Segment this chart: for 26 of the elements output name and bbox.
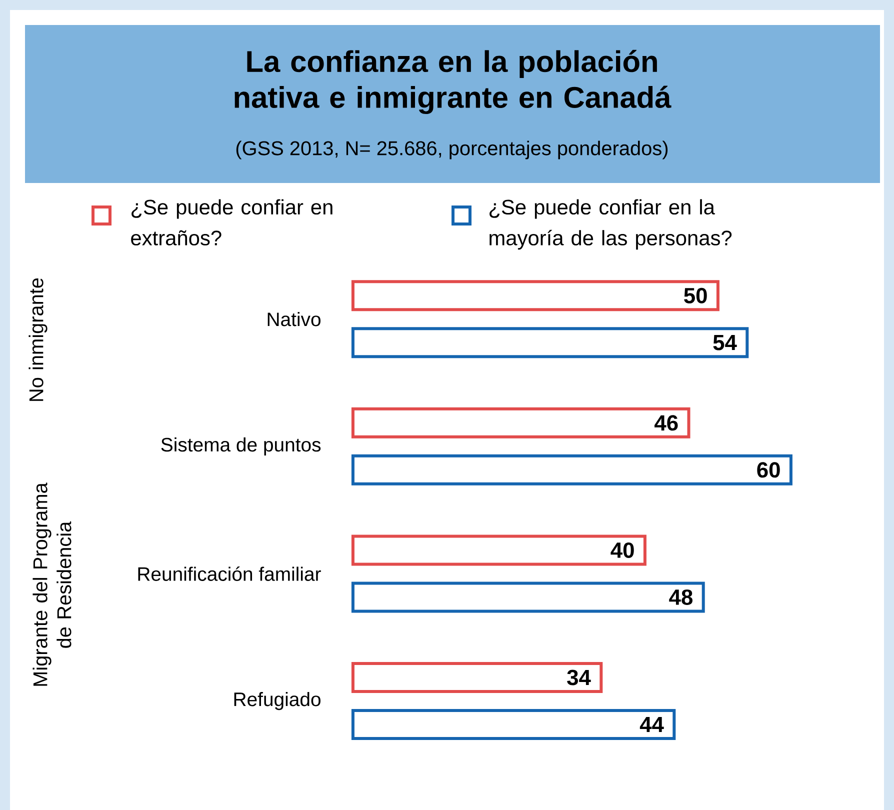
bar [351, 582, 705, 613]
data-label: 54 [713, 334, 737, 350]
legend-label: ¿Se puede confiar en extraños? [131, 199, 332, 246]
data-label: 44 [640, 716, 664, 732]
data-label: 34 [567, 670, 591, 686]
y-tick-label: Reunificación familiar [138, 566, 321, 581]
y-tick-label: Sistema de puntos [161, 437, 321, 456]
bar [351, 534, 646, 566]
y-tick-label: Refugiado [234, 692, 320, 710]
bar [351, 454, 792, 486]
y-tick-label: Nativo [268, 312, 320, 326]
text: Migrante del Programa de Residencia [32, 482, 72, 686]
legend-label: ¿Se puede confiar en la mayoría de las personas? [490, 199, 732, 250]
bar [351, 709, 676, 740]
data-label: 60 [757, 462, 780, 478]
bar [351, 327, 749, 358]
bar [351, 662, 603, 694]
data-label: 50 [684, 288, 707, 304]
data-label: 46 [654, 415, 678, 431]
bar [351, 407, 690, 438]
data-label: 48 [669, 589, 692, 605]
text: No inmigrante [28, 278, 48, 401]
chart-title: La confianza en la población nativa e inmigrante en Canadá [234, 50, 672, 114]
data-label: 40 [610, 542, 634, 558]
chart-subtitle: (GSS 2013, N= 25.686, porcentajes ponderados) [236, 140, 668, 160]
bar [351, 280, 720, 312]
